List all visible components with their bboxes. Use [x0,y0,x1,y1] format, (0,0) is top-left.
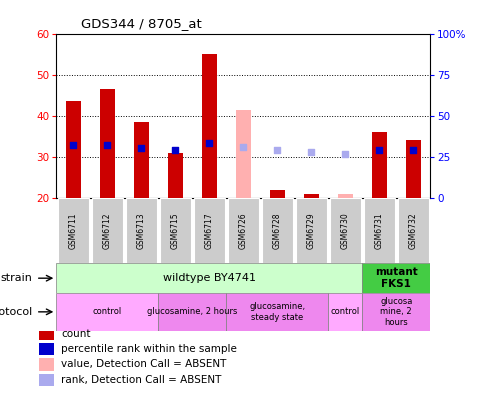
Text: strain: strain [0,273,32,283]
Bar [92,198,122,263]
Text: percentile rank within the sample: percentile rank within the sample [61,344,237,354]
Bar [56,263,362,293]
Text: GSM6715: GSM6715 [170,212,180,249]
Point [273,147,281,154]
Bar [65,101,81,198]
Point [137,145,145,151]
Text: glucosamine, 2 hours: glucosamine, 2 hours [147,307,237,316]
Point [69,142,77,148]
Bar [363,198,394,263]
Bar [227,198,258,263]
Text: GSM6713: GSM6713 [137,212,145,249]
Text: GSM6711: GSM6711 [69,212,78,249]
Text: rank, Detection Call = ABSENT: rank, Detection Call = ABSENT [61,375,221,385]
Bar [201,54,217,198]
Bar [167,153,183,198]
Bar [126,198,156,263]
Bar [39,327,54,340]
Bar [397,198,428,263]
Bar [194,198,224,263]
Bar [371,132,386,198]
Bar [56,293,158,331]
Bar [295,198,326,263]
Text: GSM6728: GSM6728 [272,212,281,249]
Text: glucosa
mine, 2
hours: glucosa mine, 2 hours [379,297,412,327]
Text: control: control [92,307,122,316]
Point [341,151,348,158]
Text: GSM6726: GSM6726 [238,212,247,249]
Bar [58,198,88,263]
Bar [158,293,226,331]
Text: GDS344 / 8705_at: GDS344 / 8705_at [81,17,201,30]
Text: GSM6717: GSM6717 [204,212,213,249]
Point [103,142,111,148]
Text: count: count [61,329,90,339]
Bar [362,263,429,293]
Text: glucosamine,
steady state: glucosamine, steady state [249,302,305,322]
Point [239,144,246,150]
Text: GSM6729: GSM6729 [306,212,315,249]
Bar [39,374,54,386]
Bar [235,110,250,198]
Bar [160,198,190,263]
Text: GSM6730: GSM6730 [340,212,349,249]
Bar [327,293,362,331]
Bar [405,141,420,198]
Text: GSM6732: GSM6732 [408,212,417,249]
Text: GSM6712: GSM6712 [102,212,112,249]
Bar [269,190,285,198]
Bar [133,122,149,198]
Bar [262,198,292,263]
Bar [303,194,318,198]
Bar [329,198,360,263]
Point [205,140,213,146]
Bar [226,293,327,331]
Text: protocol: protocol [0,307,32,317]
Text: mutant
FKS1: mutant FKS1 [374,267,417,289]
Text: wildtype BY4741: wildtype BY4741 [163,273,255,283]
Point [375,147,383,153]
Point [408,147,416,153]
Text: value, Detection Call = ABSENT: value, Detection Call = ABSENT [61,360,226,369]
Text: GSM6731: GSM6731 [374,212,383,249]
Text: control: control [330,307,359,316]
Bar [362,293,429,331]
Bar [39,358,54,371]
Bar [337,194,352,198]
Bar [100,89,115,198]
Point [307,149,315,155]
Point [171,147,179,153]
Bar [39,343,54,355]
